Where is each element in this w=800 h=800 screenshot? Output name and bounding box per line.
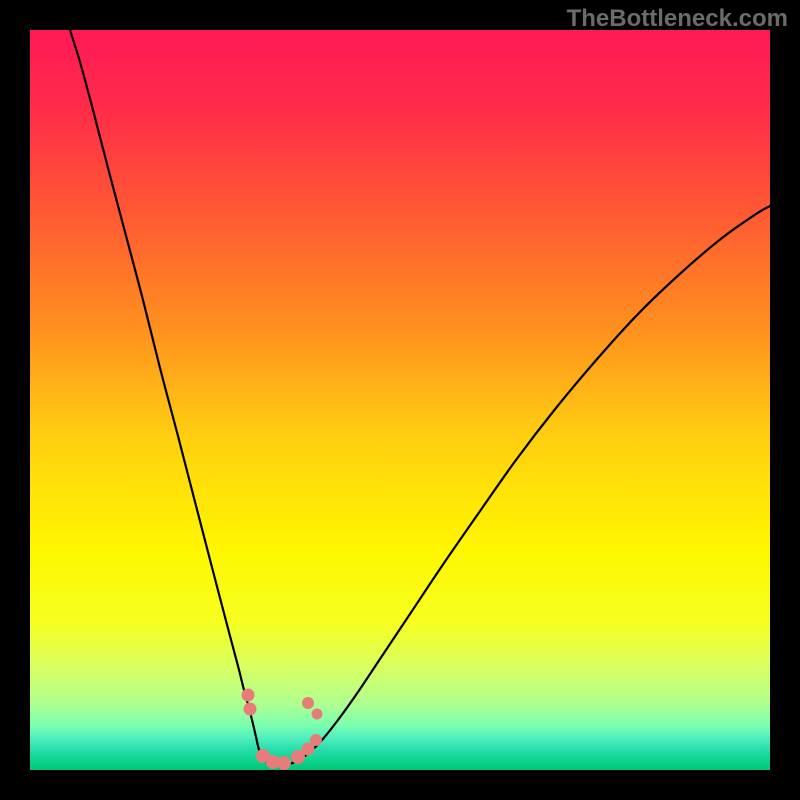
- canvas: TheBottleneck.com: [0, 0, 800, 800]
- outer-frame: [0, 0, 800, 800]
- watermark-text: TheBottleneck.com: [567, 5, 788, 33]
